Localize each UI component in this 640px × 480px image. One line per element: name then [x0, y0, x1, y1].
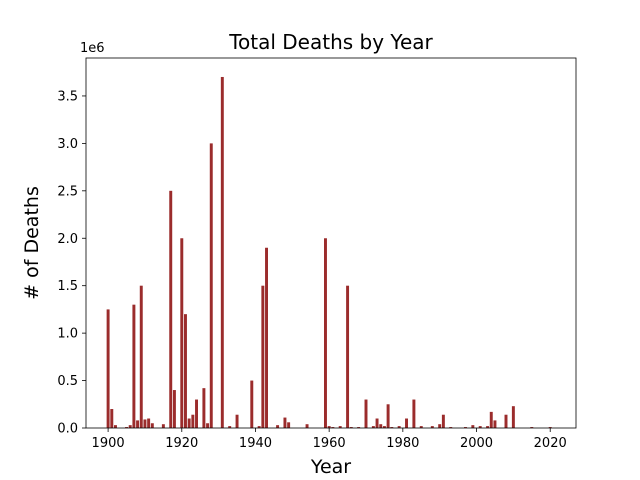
bar-1968	[357, 427, 361, 428]
bar-1983	[412, 399, 416, 428]
bar-1975	[382, 426, 386, 428]
bar-1988	[430, 426, 434, 428]
bar-2005	[493, 420, 497, 428]
x-tick-label: 1980	[386, 436, 419, 451]
x-tick-label: 1920	[165, 436, 198, 451]
bar-1915	[161, 424, 165, 428]
bar-1985	[419, 426, 423, 428]
bar-1933	[228, 426, 232, 428]
bar-1942	[261, 285, 265, 428]
bar-1966	[349, 427, 353, 428]
x-tick-label: 2000	[460, 436, 493, 451]
bar-1960	[327, 426, 331, 428]
y-axis-label: # of Deaths	[21, 186, 43, 300]
y-tick-label: 2.5	[57, 184, 78, 199]
y-tick-label: 1.0	[57, 327, 78, 342]
x-axis-label: Year	[310, 456, 351, 478]
bar-1961	[331, 427, 335, 428]
bar-2001	[478, 426, 482, 428]
bar-1905	[125, 427, 128, 428]
bar-1917	[169, 190, 173, 428]
bar-1981	[405, 418, 408, 428]
bar-1949	[287, 422, 291, 428]
y-ticks-group: 0.0 0.5 1.0 1.5 2.0 2.5 3.0 3.5	[57, 89, 86, 437]
bar-1976	[386, 404, 390, 428]
bar-1909	[139, 285, 143, 428]
bar-1910	[143, 419, 147, 428]
bar-1920	[180, 238, 184, 428]
bar-1979	[397, 426, 401, 428]
bar-1900	[106, 309, 110, 428]
x-tick-label: 1900	[92, 436, 125, 451]
axes-frame	[85, 57, 577, 429]
bar-2008	[504, 414, 508, 428]
y-tick-label: 2.0	[57, 232, 78, 247]
bar-1990	[438, 424, 442, 428]
bar-1902	[114, 425, 117, 428]
bar-1959	[324, 238, 327, 428]
bar-1908	[136, 420, 140, 428]
y-tick-label: 3.5	[57, 89, 78, 104]
bar-1954	[305, 424, 309, 428]
bar-2010	[511, 406, 515, 428]
bar-1943	[265, 247, 268, 428]
bar-1946	[276, 425, 280, 428]
bars-group	[106, 76, 552, 428]
bar-1972	[371, 426, 375, 428]
bar-1912	[150, 423, 154, 428]
bar-1993	[449, 427, 453, 428]
bar-1935	[235, 414, 239, 428]
y-tick-label: 3.0	[57, 137, 78, 152]
y-tick-label: 0.0	[57, 422, 78, 437]
bar-1901	[110, 409, 114, 428]
y-tick-label: 0.5	[57, 374, 78, 389]
bar-1926	[202, 388, 206, 428]
bar-2015	[530, 427, 534, 428]
bar-1906	[128, 425, 132, 428]
bar-1939	[250, 380, 254, 428]
bar-2004	[489, 411, 493, 428]
chart-title: Total Deaths by Year	[228, 30, 433, 54]
bar-1970	[364, 399, 368, 428]
bar-1928	[209, 143, 213, 428]
bar-1931	[220, 76, 224, 428]
x-tick-label: 1940	[239, 436, 272, 451]
bar-1923	[191, 414, 195, 428]
x-tick-label: 2020	[534, 436, 567, 451]
bar-1965	[346, 285, 350, 428]
bar-1977	[390, 427, 394, 428]
bar-1974	[379, 424, 383, 428]
bar-1973	[375, 418, 379, 428]
bar-1963	[338, 426, 342, 428]
x-ticks-group: 1900 1920 1940 1960 1980 2000 2020	[92, 428, 567, 451]
bar-1997	[464, 427, 467, 428]
bar-1927	[206, 423, 210, 428]
bar-1999	[471, 425, 475, 428]
bar-1907	[132, 304, 136, 428]
bar-1924	[195, 399, 198, 428]
bar-1922	[187, 418, 191, 428]
x-tick-label: 1960	[313, 436, 346, 451]
bar-2003	[486, 426, 490, 428]
bar-1948	[283, 417, 287, 428]
bar-1921	[184, 314, 187, 428]
y-offset-label: 1e6	[80, 41, 105, 56]
bar-2020	[548, 427, 552, 428]
bar-1918	[172, 390, 176, 428]
bar-1911	[147, 418, 151, 428]
y-tick-label: 1.5	[57, 279, 78, 294]
bar-1941	[257, 426, 261, 428]
bar-1991	[441, 414, 445, 428]
